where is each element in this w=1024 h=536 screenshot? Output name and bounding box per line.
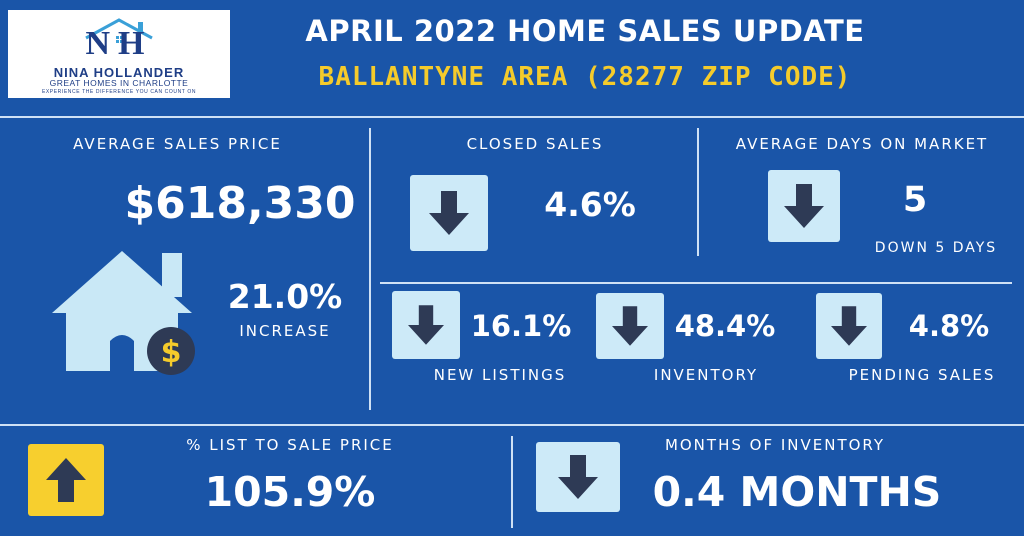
list-to-sale-arrow-box [28, 444, 104, 516]
list-to-sale-value: 105.9% [204, 468, 376, 516]
months-inventory-value: 0.4 MONTHS [652, 468, 942, 516]
left-column-divider [369, 128, 371, 410]
top-right-divider [697, 128, 699, 256]
days-on-market-value: 5 [902, 180, 928, 220]
bottom-column-divider [511, 436, 513, 528]
closed-sales-arrow-box [410, 175, 488, 251]
inventory-arrow-box [596, 293, 664, 359]
days-on-market-arrow-box [768, 170, 840, 242]
header-divider [0, 116, 1024, 118]
days-on-market-label: AVERAGE DAYS ON MARKET [735, 135, 989, 153]
months-inventory-label: MONTHS OF INVENTORY [664, 436, 886, 454]
arrow-down-icon [408, 305, 444, 345]
avg-sales-price-value: $618,330 [124, 178, 356, 229]
list-to-sale-label: % LIST TO SALE PRICE [186, 436, 394, 454]
logo-house-icon [85, 18, 153, 43]
arrow-up-icon [46, 458, 86, 502]
arrow-down-icon [784, 184, 824, 228]
arrow-down-icon [429, 191, 469, 235]
inventory-value: 48.4% [674, 309, 776, 343]
pending-sales-label: PENDING SALES [848, 366, 996, 384]
logo: NH NINA HOLLANDER GREAT HOMES IN CHARLOT… [8, 10, 230, 98]
logo-name: NINA HOLLANDER [53, 65, 185, 80]
closed-sales-value: 4.6% [544, 185, 636, 224]
house-dollar-icon: $ [52, 251, 195, 375]
bottom-divider [0, 424, 1024, 426]
avg-sales-price-label: AVERAGE SALES PRICE [73, 135, 282, 153]
page-title: APRIL 2022 HOME SALES UPDATE [305, 14, 865, 48]
new-listings-value: 16.1% [470, 309, 572, 343]
months-inventory-arrow-box [536, 442, 620, 512]
new-listings-label: NEW LISTINGS [433, 366, 567, 384]
inventory-label: INVENTORY [653, 366, 759, 384]
logo-subtitle: GREAT HOMES IN CHARLOTTE [49, 78, 189, 88]
logo-initials: NH [85, 25, 153, 62]
logo-tagline: EXPERIENCE THE DIFFERENCE YOU CAN COUNT … [41, 89, 197, 95]
svg-text:$: $ [161, 335, 182, 370]
right-middle-divider [380, 282, 1012, 284]
avg-sales-price-change-note: INCREASE [239, 322, 331, 340]
pending-sales-arrow-box [816, 293, 882, 359]
closed-sales-label: CLOSED SALES [466, 135, 604, 153]
arrow-down-icon [612, 306, 648, 346]
pending-sales-value: 4.8% [908, 309, 990, 343]
new-listings-arrow-box [392, 291, 460, 359]
days-on-market-note: DOWN 5 DAYS [874, 240, 998, 256]
arrow-down-icon [558, 455, 598, 499]
arrow-down-icon [831, 306, 867, 346]
avg-sales-price-change: 21.0% [227, 277, 343, 316]
page-subtitle: BALLANTYNE AREA (28277 ZIP CODE) [318, 62, 852, 92]
